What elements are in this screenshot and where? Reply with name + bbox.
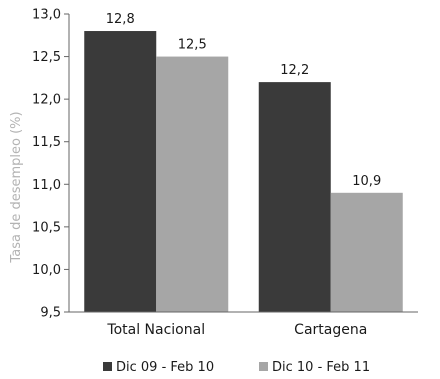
- data-label: 10,9: [352, 174, 381, 189]
- legend-label: Dic 09 - Feb 10: [116, 360, 214, 375]
- data-label: 12,2: [280, 63, 309, 78]
- data-label: 12,5: [178, 38, 207, 53]
- legend-label: Dic 10 - Feb 11: [272, 360, 370, 375]
- y-ticks: 9,5 10,0 10,5 11,0 11,5 12,0 12,5 13,0: [32, 8, 69, 321]
- y-tick-label: 11,5: [32, 135, 61, 150]
- bars: [84, 31, 403, 313]
- y-tick-label: 12,5: [32, 50, 61, 65]
- y-tick-label: 9,5: [40, 306, 61, 321]
- category-labels: Total Nacional Cartagena: [106, 322, 367, 338]
- category-label: Cartagena: [294, 322, 367, 338]
- data-labels: 12,8 12,5 12,2 10,9: [106, 12, 381, 189]
- y-tick-label: 13,0: [32, 8, 61, 23]
- data-label: 12,8: [106, 12, 135, 27]
- y-tick-label: 11,0: [32, 178, 61, 193]
- y-tick-label: 12,0: [32, 93, 61, 108]
- legend-swatch: [259, 362, 268, 371]
- category-label: Total Nacional: [106, 322, 205, 338]
- legend: Dic 09 - Feb 10 Dic 10 - Feb 11: [103, 360, 370, 375]
- bar-2-2: [330, 192, 403, 312]
- y-tick-label: 10,5: [32, 220, 61, 235]
- bar-2-1: [156, 56, 229, 313]
- bar-1-1: [84, 31, 157, 313]
- legend-swatch: [103, 362, 112, 371]
- y-tick-label: 10,0: [32, 263, 61, 278]
- bar-1-2: [258, 82, 331, 312]
- y-axis-label: Tasa de desempleo (%): [9, 111, 24, 263]
